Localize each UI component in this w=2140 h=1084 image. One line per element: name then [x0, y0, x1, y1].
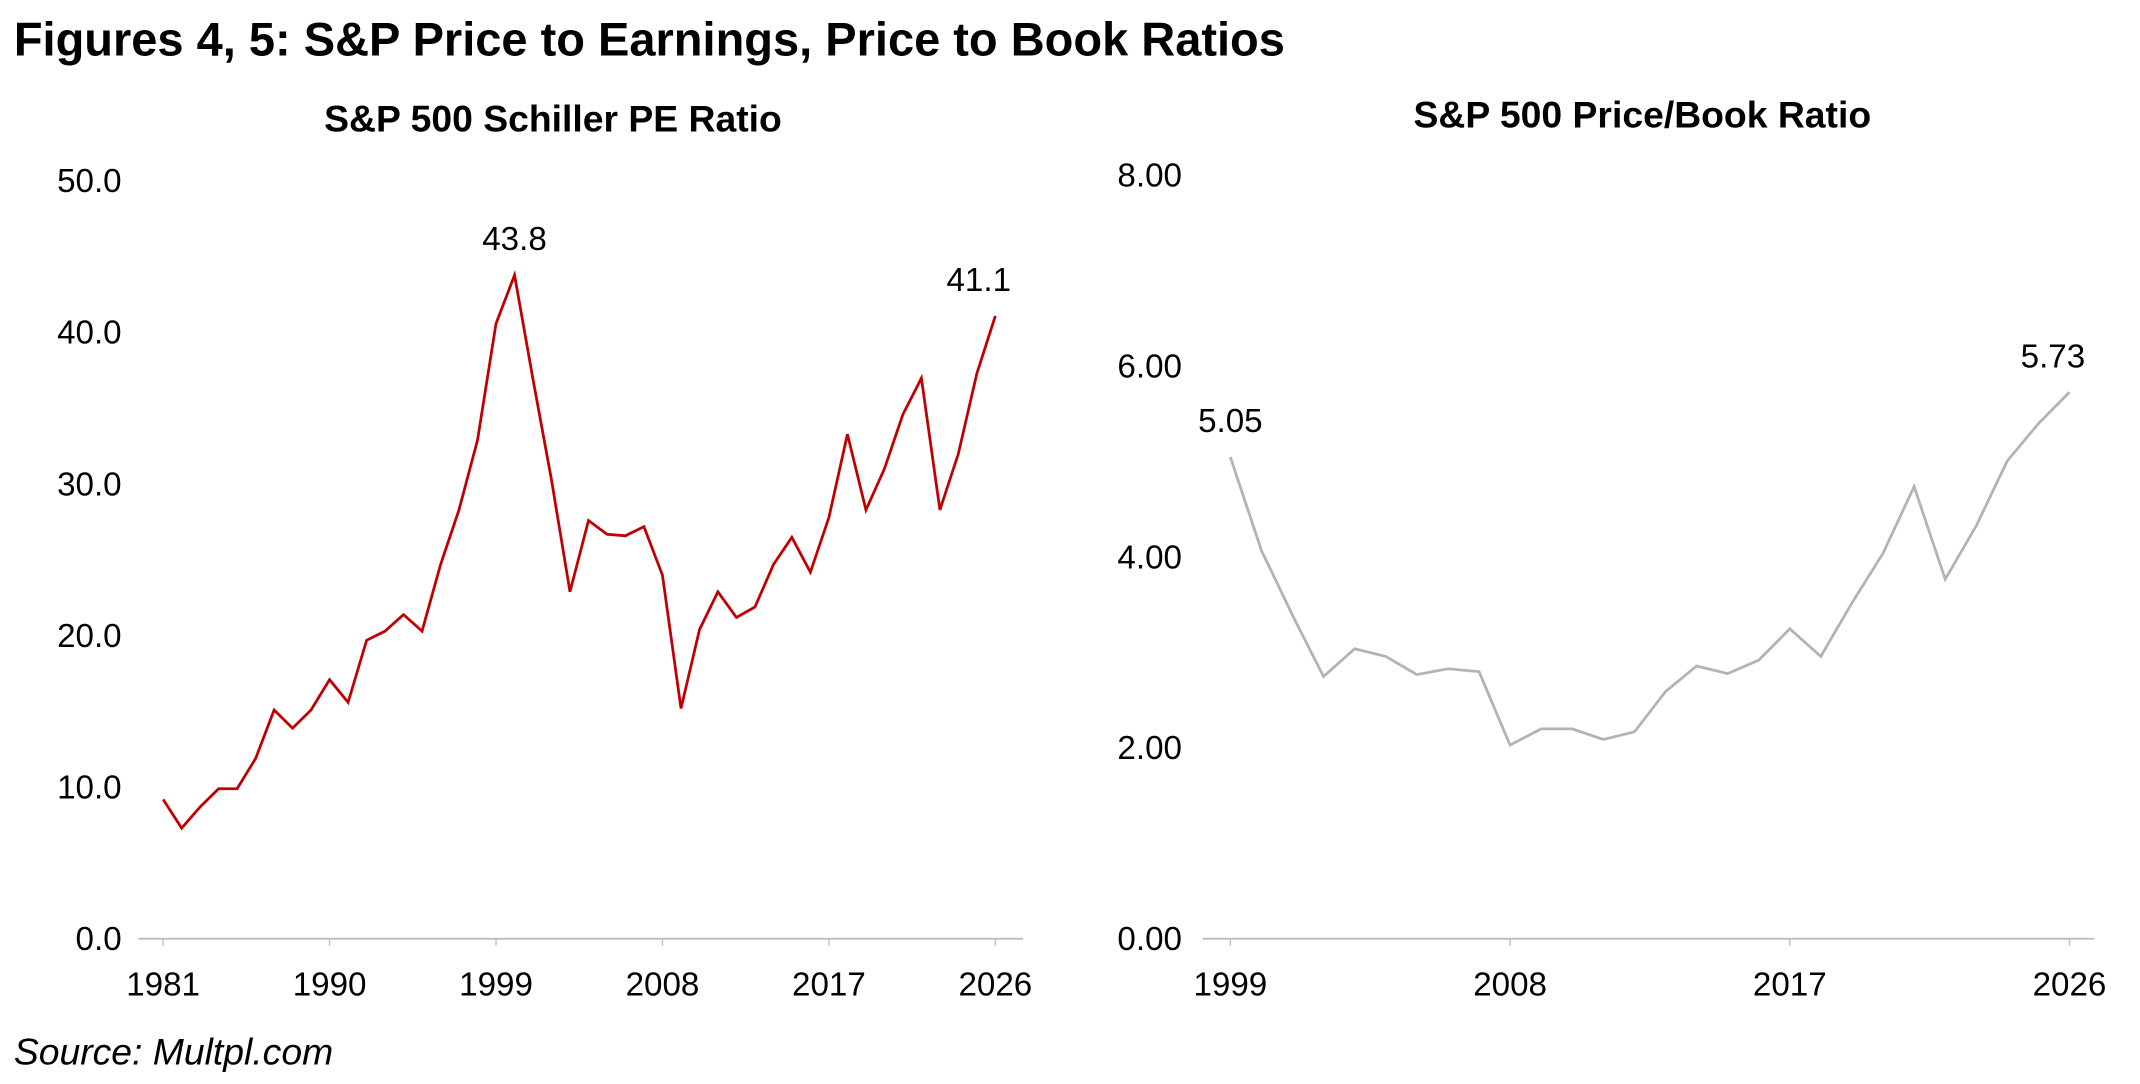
data-label: 5.73 [2021, 338, 2086, 375]
y-tick-label: 10.0 [57, 769, 122, 806]
x-tick-label: 2017 [792, 966, 866, 1003]
y-tick-label: 8.00 [1117, 158, 1182, 195]
x-tick-label: 2026 [958, 966, 1032, 1003]
source-note: Source: Multpl.com [14, 1031, 333, 1073]
data-label: 41.1 [946, 262, 1011, 299]
y-tick-label: 6.00 [1117, 348, 1182, 385]
line [1229, 391, 2071, 747]
data-label: 43.8 [482, 221, 547, 258]
x-tick-label: 2017 [1753, 966, 1827, 1003]
y-tick-label: 0.0 [76, 921, 122, 958]
line [161, 270, 997, 831]
x-tick-label: 1990 [293, 966, 367, 1003]
x-tick-label: 1999 [459, 966, 533, 1003]
x-tick-label: 2008 [626, 966, 700, 1003]
y-tick-label: 40.0 [57, 315, 122, 352]
figure-title: Figures 4, 5: S&P Price to Earnings, Pri… [14, 12, 1285, 65]
x-tick-label: 2008 [1473, 966, 1547, 1003]
y-tick-label: 30.0 [57, 466, 122, 503]
chart-title: S&P 500 Schiller PE Ratio [324, 97, 782, 139]
data-label: 5.05 [1198, 403, 1263, 440]
y-tick-label: 50.0 [57, 163, 122, 200]
x-tick-label: 1999 [1193, 966, 1267, 1003]
y-tick-label: 4.00 [1117, 539, 1182, 576]
x-tick-label: 2026 [2033, 966, 2107, 1003]
x-tick-label: 1981 [126, 966, 200, 1003]
y-tick-label: 2.00 [1117, 730, 1182, 767]
y-tick-label: 0.00 [1117, 921, 1182, 958]
chart-title: S&P 500 Price/Book Ratio [1414, 93, 1872, 135]
y-tick-label: 20.0 [57, 618, 122, 655]
